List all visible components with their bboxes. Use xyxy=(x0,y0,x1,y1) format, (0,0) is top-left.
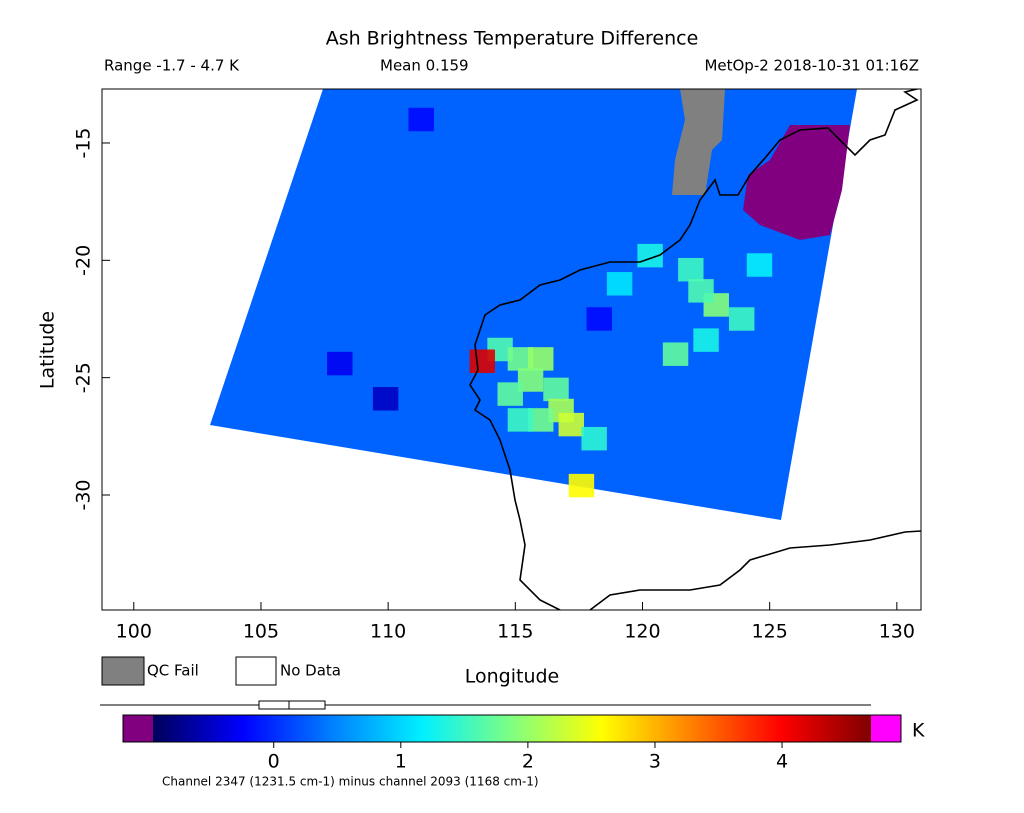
x-tick-label: 120 xyxy=(624,621,660,643)
colorbar-tick-label: 1 xyxy=(395,751,407,773)
cells xyxy=(327,107,773,498)
data-cell xyxy=(581,426,607,451)
x-tick-label: 100 xyxy=(116,621,152,643)
data-cell xyxy=(497,382,523,406)
data-cell xyxy=(586,307,612,331)
chart-title: Ash Brightness Temperature Difference xyxy=(326,28,699,50)
x-tick-label: 115 xyxy=(497,621,533,643)
under-range-area xyxy=(743,125,850,240)
data-cell xyxy=(728,307,755,331)
y-tick-label: -20 xyxy=(73,245,95,276)
colorbar-tick-label: 3 xyxy=(649,751,661,773)
colorbar-unit: K xyxy=(912,720,925,742)
plot-frame xyxy=(101,88,922,611)
data-cell xyxy=(327,351,353,376)
data-cell xyxy=(558,412,584,437)
data-cell xyxy=(568,473,595,498)
colorbar-tick-label: 2 xyxy=(522,751,534,773)
colorbar-tick-label: 0 xyxy=(268,751,280,773)
mean-text: Mean 0.159 xyxy=(380,57,469,75)
y-tick-label: -15 xyxy=(73,127,95,158)
data-cell xyxy=(688,279,714,303)
plot-area xyxy=(210,89,921,610)
data-cell xyxy=(408,107,434,132)
data-cell xyxy=(543,377,569,402)
legend-swatch xyxy=(235,656,277,686)
legend-swatch xyxy=(101,656,145,686)
x-tick-label: 110 xyxy=(370,621,406,643)
data-cell xyxy=(606,272,633,296)
range-text: Range -1.7 - 4.7 K xyxy=(104,57,240,75)
qc-fail-area xyxy=(672,89,725,195)
y-tick-label: -30 xyxy=(73,479,95,510)
coastline xyxy=(469,89,921,610)
data-cell xyxy=(678,257,704,282)
data-cell xyxy=(507,408,534,432)
x-tick-label: 130 xyxy=(879,621,915,643)
data-cell xyxy=(746,253,773,277)
data-cell xyxy=(517,368,544,392)
data-cell xyxy=(528,347,554,371)
swath xyxy=(210,89,857,520)
colorbar-tick-label: 4 xyxy=(776,751,788,773)
x-tick-label: 125 xyxy=(752,621,788,643)
colorbar-frame xyxy=(122,714,902,743)
colorbar-over xyxy=(871,715,901,742)
colorbar-under xyxy=(123,715,153,742)
data-cell xyxy=(693,328,719,352)
colorbar xyxy=(153,715,871,742)
x-tick-label: 105 xyxy=(243,621,279,643)
footer: Channel 2347 (1231.5 cm-1) minus channel… xyxy=(162,775,539,789)
data-cell xyxy=(528,408,554,432)
data-cell xyxy=(469,349,495,373)
source-text: MetOp-2 2018-10-31 01:16Z xyxy=(704,57,919,75)
x-axis-label: Longitude xyxy=(465,666,560,688)
data-cell xyxy=(372,387,399,411)
legend-label: QC Fail xyxy=(147,662,199,680)
data-cell xyxy=(507,347,534,371)
y-tick-label: -25 xyxy=(73,362,95,393)
data-cell xyxy=(662,342,689,366)
slider-box xyxy=(258,700,326,710)
y-axis-label: Latitude xyxy=(37,311,59,389)
legend-label: No Data xyxy=(280,662,341,680)
